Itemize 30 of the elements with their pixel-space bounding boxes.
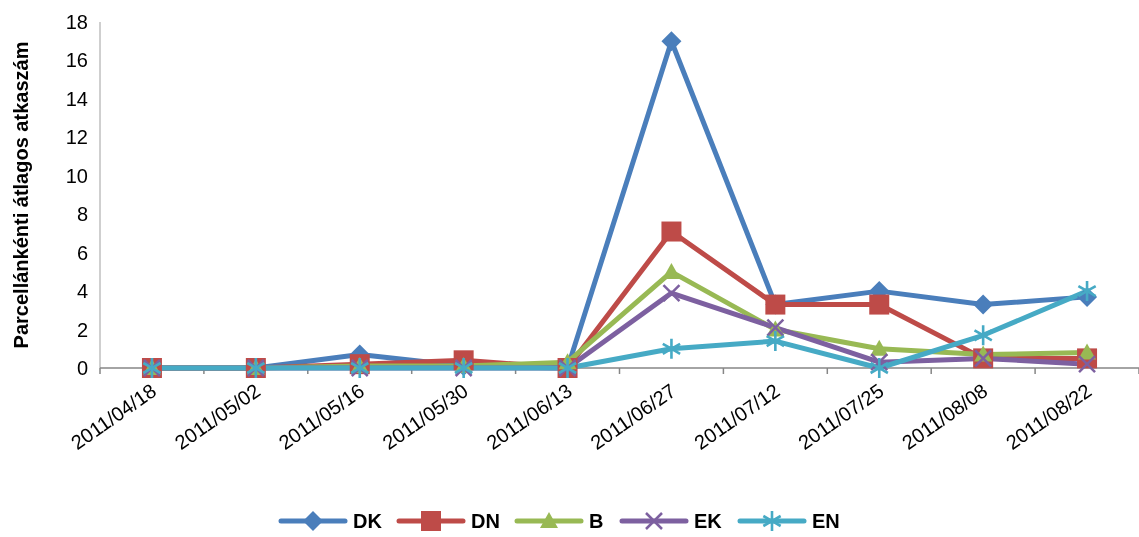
y-tick-label: 18 (65, 11, 88, 33)
point (662, 262, 681, 279)
point (662, 283, 681, 303)
point (1077, 354, 1097, 374)
y-axis-title: Parcellánkénti átlagos atkaszám (10, 41, 32, 349)
legend-label: B (589, 510, 604, 532)
y-tick-label: 0 (76, 357, 88, 379)
legend-label: DN (471, 510, 500, 532)
y-tick-label: 16 (65, 49, 88, 72)
point (662, 338, 681, 359)
point (869, 358, 889, 378)
point (1077, 281, 1097, 302)
point (973, 325, 993, 346)
legend-label: EN (812, 510, 840, 532)
point (766, 331, 785, 352)
legend-label: DK (353, 510, 383, 532)
legend-label: EK (694, 510, 723, 532)
point (973, 294, 994, 315)
y-tick-label: 8 (76, 203, 88, 226)
y-tick-label: 6 (76, 241, 88, 264)
point (661, 221, 682, 242)
y-tick-label: 14 (65, 87, 88, 110)
point (869, 294, 890, 315)
y-tick-label: 12 (65, 126, 88, 149)
y-tick-label: 10 (65, 164, 88, 187)
y-tick-label: 4 (76, 280, 88, 303)
point (870, 339, 889, 356)
point (661, 31, 682, 52)
y-tick-label: 2 (76, 318, 88, 341)
point (870, 352, 889, 372)
